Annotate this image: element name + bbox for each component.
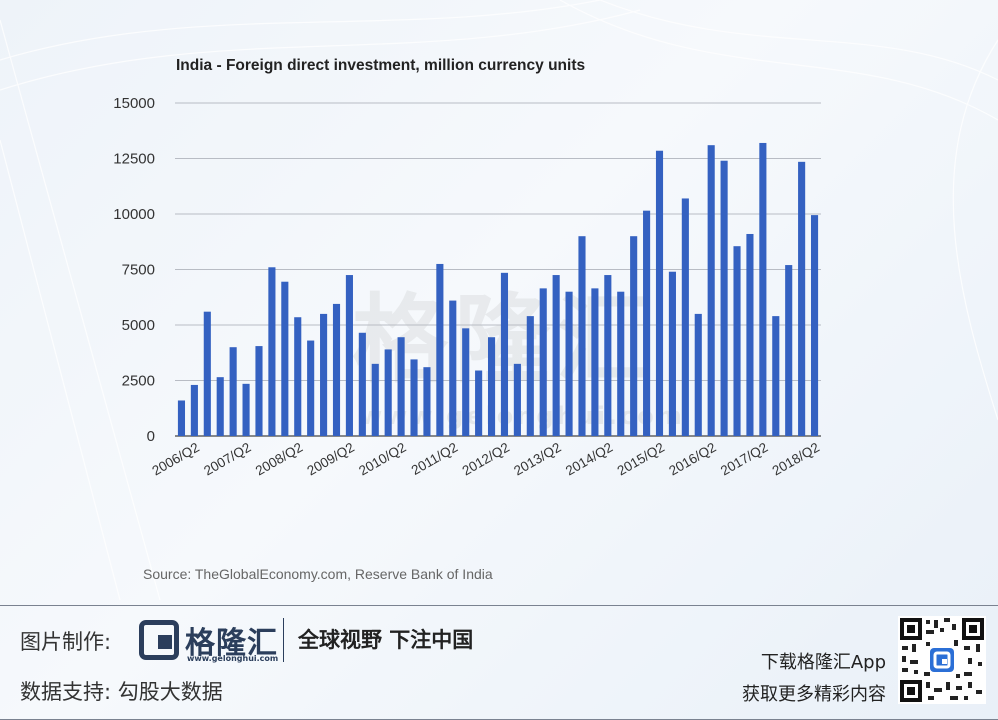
slogan: 全球视野 下注中国 [298, 628, 474, 652]
y-tick-label: 12500 [113, 151, 155, 168]
bar [449, 300, 457, 436]
bar [578, 236, 586, 436]
y-tick-label: 2500 [122, 373, 155, 390]
bar [216, 377, 224, 436]
bar [746, 233, 754, 436]
bar [307, 340, 315, 436]
chart-title: India - Foreign direct investment, milli… [176, 57, 585, 74]
download-app-text: 下载格隆汇App [760, 652, 886, 673]
footer: 图片制作: 格隆汇 www.gelonghui.com 全球视野 下注中国 数据… [0, 605, 998, 720]
bar [798, 161, 806, 436]
source-note: Source: TheGlobalEconomy.com, Reserve Ba… [143, 566, 493, 582]
bar [785, 265, 793, 436]
y-tick-label: 10000 [113, 206, 155, 223]
x-tick-label: 2007/Q2 [201, 440, 253, 479]
bar [242, 383, 250, 436]
x-tick-label: 2013/Q2 [511, 440, 563, 479]
bar [371, 363, 379, 436]
x-tick-label: 2014/Q2 [563, 440, 615, 479]
bar [320, 313, 328, 436]
x-tick-label: 2009/Q2 [305, 440, 357, 479]
x-tick-label: 2017/Q2 [718, 440, 770, 479]
x-tick-label: 2011/Q2 [409, 440, 460, 478]
bar [772, 316, 780, 436]
bar [487, 337, 496, 436]
bar [617, 291, 625, 436]
bar [759, 142, 767, 436]
data-support-label: 数据支持: 勾股大数据 [20, 680, 223, 704]
x-tick-label: 2006/Q2 [150, 440, 202, 479]
bar [332, 303, 341, 436]
bar [255, 346, 263, 436]
bar [281, 281, 289, 436]
x-tick-label: 2018/Q2 [770, 440, 822, 479]
bar [345, 275, 353, 436]
bar [397, 337, 405, 436]
bar [177, 400, 186, 436]
bar [423, 367, 431, 436]
x-tick-label: 2016/Q2 [666, 440, 718, 479]
bar [436, 263, 444, 436]
y-tick-label: 7500 [122, 262, 155, 279]
y-tick-label: 0 [147, 428, 155, 445]
bar [591, 288, 599, 436]
bar [694, 313, 702, 436]
bar [707, 145, 715, 436]
y-tick-label: 5000 [122, 317, 155, 334]
bar [294, 317, 302, 436]
bar [565, 291, 573, 436]
bar [526, 316, 534, 436]
x-tick-label: 2010/Q2 [356, 440, 408, 479]
bar [358, 332, 366, 436]
y-tick-label: 15000 [113, 95, 155, 112]
bar [604, 275, 612, 436]
bar [462, 328, 470, 436]
more-content-text: 获取更多精彩内容 [742, 684, 886, 705]
bar [630, 236, 638, 436]
bar [810, 215, 819, 436]
gelonghui-logo-icon [139, 620, 179, 660]
x-tick-label: 2008/Q2 [253, 440, 305, 479]
credit-label: 图片制作: [20, 630, 112, 654]
bar [229, 347, 237, 436]
bar [681, 198, 689, 436]
bar [552, 275, 560, 436]
qr-code-icon[interactable] [898, 616, 986, 704]
bar [384, 349, 392, 436]
bar [720, 160, 728, 436]
bar [539, 288, 547, 436]
bar [733, 246, 741, 436]
bar-chart: India - Foreign direct investment, milli… [113, 57, 822, 479]
bar [643, 210, 651, 436]
divider [283, 618, 284, 662]
bar [668, 271, 676, 436]
bar [500, 272, 509, 436]
background-decoration [0, 0, 998, 600]
x-tick-label: 2015/Q2 [615, 440, 667, 479]
bar [475, 370, 483, 436]
x-tick-label: 2012/Q2 [460, 440, 512, 479]
bar [410, 359, 418, 436]
logo-url: www.gelonghui.com [187, 654, 279, 663]
bar [203, 311, 211, 436]
bar [268, 267, 276, 436]
logo-text: 格隆汇 [185, 626, 278, 661]
bar [190, 384, 198, 436]
bar [513, 363, 521, 436]
bar [655, 150, 664, 437]
